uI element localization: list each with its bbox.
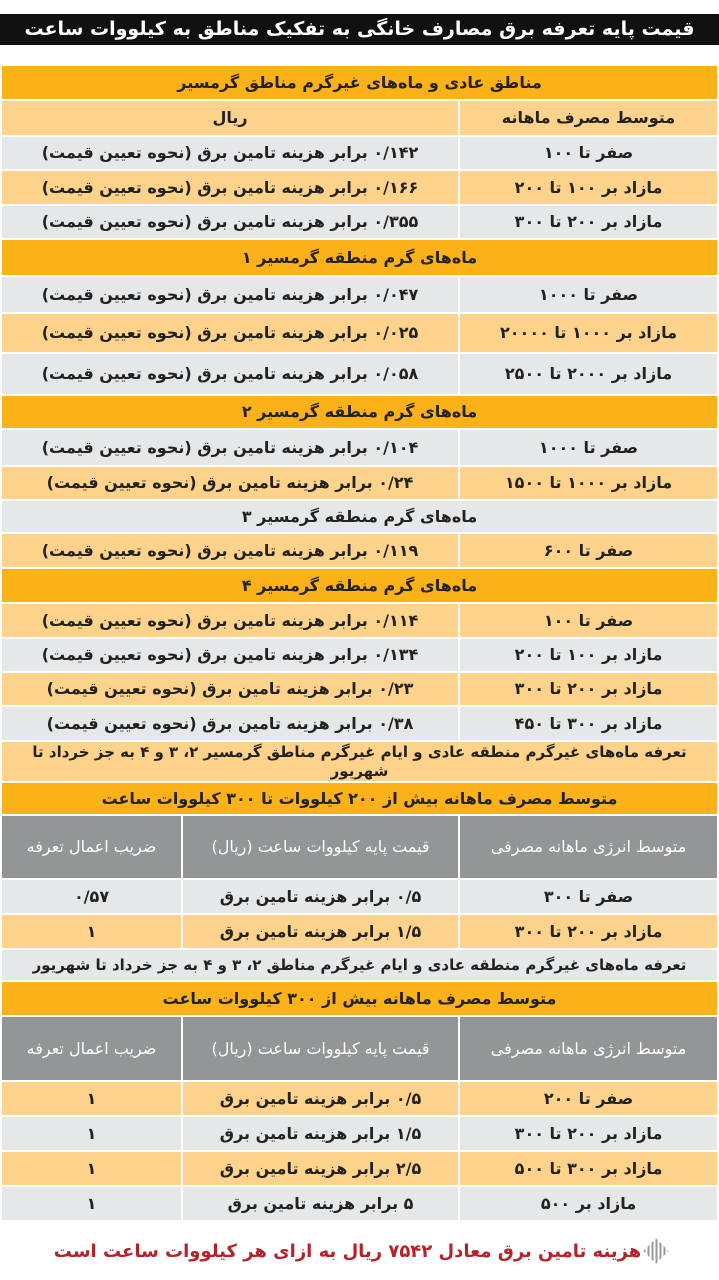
footer-note: هزینه تامین برق معادل ۷۵۴۲ ریال به ازای …: [0, 1236, 719, 1266]
price-cell: ۰/۰۴۷ برابر هزینه تامین برق (نحوه تعیین …: [2, 277, 458, 312]
price-cell: ۰/۱۳۴ برابر هزینه تامین برق (نحوه تعیین …: [2, 639, 458, 671]
consumption-cell: متوسط انرژی ماهانه مصرفی: [460, 816, 717, 878]
price-cell: قیمت پایه کیلووات ساعت (ریال): [183, 816, 458, 878]
price-cell: ۰/۵ برابر هزینه تامین برق: [183, 880, 458, 913]
coefficient-cell: ۱: [2, 915, 181, 948]
consumption-cell: صفر تا ۲۰۰: [460, 1082, 717, 1115]
price-cell: ۰/۲۳ برابر هزینه تامین برق (نحوه تعیین ق…: [2, 673, 458, 705]
price-cell: قیمت پایه کیلووات ساعت (ریال): [183, 1017, 458, 1080]
column-header-row: متوسط انرژی ماهانه مصرفی قیمت پایه کیلووا…: [2, 816, 717, 878]
price-cell: ۵ برابر هزینه تامین برق: [183, 1187, 458, 1220]
consumption-cell: صفر تا ۱۰۰۰: [460, 277, 717, 312]
section-header: متوسط مصرف ماهانه بیش از ۳۰۰ کیلووات ساع…: [2, 982, 717, 1015]
price-cell: ۰/۵ برابر هزینه تامین برق: [183, 1082, 458, 1115]
consumption-cell: صفر تا ۱۰۰: [460, 137, 717, 169]
note-text: تعرفه ماه‌های غیرگرم منطقه عادی و ایام غ…: [2, 950, 717, 980]
section-header: ماه‌های گرم منطقه گرمسیر ۳: [2, 501, 717, 532]
table-row: متوسط مصرف ماهانه ریال: [2, 101, 717, 135]
price-cell: ۰/۱۰۴ برابر هزینه تامین برق (نحوه تعیین …: [2, 430, 458, 465]
table-row: مازاد بر ۱۰۰۰ تا ۱۵۰۰ ۰/۲۴ برابر هزینه تا…: [2, 467, 717, 499]
price-cell: ۰/۱۱۴ برابر هزینه تامین برق (نحوه تعیین …: [2, 604, 458, 637]
section-title: متوسط مصرف ماهانه بیش از ۳۰۰ کیلووات ساع…: [2, 982, 717, 1015]
price-cell: ۰/۳۸ برابر هزینه تامین برق (نحوه تعیین ق…: [2, 707, 458, 740]
section-header: ماه‌های گرم منطقه گرمسیر ۴: [2, 569, 717, 602]
consumption-cell: مازاد بر ۵۰۰: [460, 1187, 717, 1220]
consumption-cell: مازاد بر ۱۰۰۰ تا ۲۰۰۰۰: [460, 314, 717, 352]
section-header: ماه‌های گرم منطقه گرمسیر ۱: [2, 240, 717, 275]
consumption-cell: مازاد بر ۲۰۰۰ تا ۲۵۰۰: [460, 354, 717, 394]
table-row: صفر تا ۱۰۰ ۰/۱۱۴ برابر هزینه تامین برق (ن…: [2, 604, 717, 637]
page-title: قیمت پایه تعرفه برق مصارف خانگی به تفکیک…: [0, 14, 719, 45]
diamond-pattern-icon: [643, 1238, 669, 1264]
price-cell: ۰/۰۵۸ برابر هزینه تامین برق (نحوه تعیین …: [2, 354, 458, 394]
tariff-table: مناطق عادی و ماه‌های غیرگرم مناطق گرمسیر…: [2, 66, 717, 1220]
consumption-cell: مازاد بر ۳۰۰ تا ۵۰۰: [460, 1152, 717, 1185]
coefficient-cell: ضریب اعمال تعرفه: [2, 816, 181, 878]
table-row: مازاد بر ۱۰۰ تا ۲۰۰ ۰/۱۳۴ برابر هزینه تام…: [2, 639, 717, 671]
consumption-cell: صفر تا ۶۰۰: [460, 534, 717, 567]
coefficient-cell: ۱: [2, 1152, 181, 1185]
note-text: تعرفه ماه‌های غیرگرم منطقه عادی و ایام غ…: [2, 742, 717, 781]
coefficient-cell: ۱: [2, 1187, 181, 1220]
table-row: صفر تا ۱۰۰۰ ۰/۰۴۷ برابر هزینه تامین برق (…: [2, 277, 717, 312]
table-row: صفر تا ۶۰۰ ۰/۱۱۹ برابر هزینه تامین برق (ن…: [2, 534, 717, 567]
table-row: صفر تا ۳۰۰ ۰/۵ برابر هزینه تامین برق ۰/۵۷: [2, 880, 717, 913]
coefficient-cell: ۱: [2, 1117, 181, 1150]
section-title: ماه‌های گرم منطقه گرمسیر ۴: [2, 569, 717, 602]
table-row: مازاد بر ۲۰۰ تا ۳۰۰ ۱/۵ برابر هزینه تامین…: [2, 1117, 717, 1150]
consumption-cell: صفر تا ۱۰۰۰: [460, 430, 717, 465]
price-cell: ۰/۲۴ برابر هزینه تامین برق (نحوه تعیین ق…: [2, 467, 458, 499]
table-row: مازاد بر ۲۰۰ تا ۳۰۰ ۱/۵ برابر هزینه تامین…: [2, 915, 717, 948]
table-row: مازاد بر ۳۰۰ تا ۵۰۰ ۲/۵ برابر هزینه تامین…: [2, 1152, 717, 1185]
table-row: صفر تا ۱۰۰۰ ۰/۱۰۴ برابر هزینه تامین برق (…: [2, 430, 717, 465]
consumption-cell: مازاد بر ۳۰۰ تا ۴۵۰: [460, 707, 717, 740]
price-cell: ریال: [2, 101, 458, 135]
price-cell: ۰/۳۵۵ برابر هزینه تامین برق (نحوه تعیین …: [2, 206, 458, 238]
section-title: ماه‌های گرم منطقه گرمسیر ۱: [2, 240, 717, 275]
price-cell: ۱/۵ برابر هزینه تامین برق: [183, 915, 458, 948]
consumption-cell: مازاد بر ۱۰۰ تا ۲۰۰: [460, 171, 717, 204]
consumption-cell: مازاد بر ۲۰۰ تا ۳۰۰: [460, 206, 717, 238]
consumption-cell: مازاد بر ۲۰۰ تا ۳۰۰: [460, 673, 717, 705]
consumption-cell: مازاد بر ۱۰۰۰ تا ۱۵۰۰: [460, 467, 717, 499]
consumption-cell: متوسط مصرف ماهانه: [460, 101, 717, 135]
consumption-cell: مازاد بر ۲۰۰ تا ۳۰۰: [460, 1117, 717, 1150]
consumption-cell: صفر تا ۱۰۰: [460, 604, 717, 637]
note-row: تعرفه ماه‌های غیرگرم منطقه عادی و ایام غ…: [2, 742, 717, 781]
coefficient-cell: ۰/۵۷: [2, 880, 181, 913]
table-row: مازاد بر ۱۰۰ تا ۲۰۰ ۰/۱۶۶ برابر هزینه تام…: [2, 171, 717, 204]
consumption-cell: مازاد بر ۱۰۰ تا ۲۰۰: [460, 639, 717, 671]
price-cell: ۰/۱۴۲ برابر هزینه تامین برق (نحوه تعیین …: [2, 137, 458, 169]
price-cell: ۰/۱۶۶ برابر هزینه تامین برق (نحوه تعیین …: [2, 171, 458, 204]
price-cell: ۰/۰۲۵ برابر هزینه تامین برق (نحوه تعیین …: [2, 314, 458, 352]
section-header: متوسط مصرف ماهانه بیش از ۲۰۰ کیلووات تا …: [2, 783, 717, 814]
consumption-cell: صفر تا ۳۰۰: [460, 880, 717, 913]
table-row: مازاد بر ۵۰۰ ۵ برابر هزینه تامین برق ۱: [2, 1187, 717, 1220]
price-cell: ۱/۵ برابر هزینه تامین برق: [183, 1117, 458, 1150]
footer-text: هزینه تامین برق معادل ۷۵۴۲ ریال به ازای …: [53, 1240, 642, 1262]
section-title: متوسط مصرف ماهانه بیش از ۲۰۰ کیلووات تا …: [2, 783, 717, 814]
section-title: ماه‌های گرم منطقه گرمسیر ۲: [2, 396, 717, 428]
consumption-cell: متوسط انرژی ماهانه مصرفی: [460, 1017, 717, 1080]
coefficient-cell: ۱: [2, 1082, 181, 1115]
table-row: صفر تا ۱۰۰ ۰/۱۴۲ برابر هزینه تامین برق (ن…: [2, 137, 717, 169]
section-header: مناطق عادی و ماه‌های غیرگرم مناطق گرمسیر: [2, 66, 717, 99]
price-cell: ۲/۵ برابر هزینه تامین برق: [183, 1152, 458, 1185]
price-cell: ۰/۱۱۹ برابر هزینه تامین برق (نحوه تعیین …: [2, 534, 458, 567]
section-title: ماه‌های گرم منطقه گرمسیر ۳: [2, 501, 717, 532]
table-row: مازاد بر ۲۰۰ تا ۳۰۰ ۰/۳۵۵ برابر هزینه تام…: [2, 206, 717, 238]
note-row: تعرفه ماه‌های غیرگرم منطقه عادی و ایام غ…: [2, 950, 717, 980]
section-title: مناطق عادی و ماه‌های غیرگرم مناطق گرمسیر: [2, 66, 717, 99]
consumption-cell: مازاد بر ۲۰۰ تا ۳۰۰: [460, 915, 717, 948]
coefficient-cell: ضریب اعمال تعرفه: [2, 1017, 181, 1080]
table-row: صفر تا ۲۰۰ ۰/۵ برابر هزینه تامین برق ۱: [2, 1082, 717, 1115]
column-header-row: متوسط انرژی ماهانه مصرفی قیمت پایه کیلووا…: [2, 1017, 717, 1080]
table-row: مازاد بر ۱۰۰۰ تا ۲۰۰۰۰ ۰/۰۲۵ برابر هزینه …: [2, 314, 717, 352]
section-header: ماه‌های گرم منطقه گرمسیر ۲: [2, 396, 717, 428]
table-row: مازاد بر ۲۰۰ تا ۳۰۰ ۰/۲۳ برابر هزینه تامی…: [2, 673, 717, 705]
table-row: مازاد بر ۲۰۰۰ تا ۲۵۰۰ ۰/۰۵۸ برابر هزینه ت…: [2, 354, 717, 394]
table-row: مازاد بر ۳۰۰ تا ۴۵۰ ۰/۳۸ برابر هزینه تامی…: [2, 707, 717, 740]
